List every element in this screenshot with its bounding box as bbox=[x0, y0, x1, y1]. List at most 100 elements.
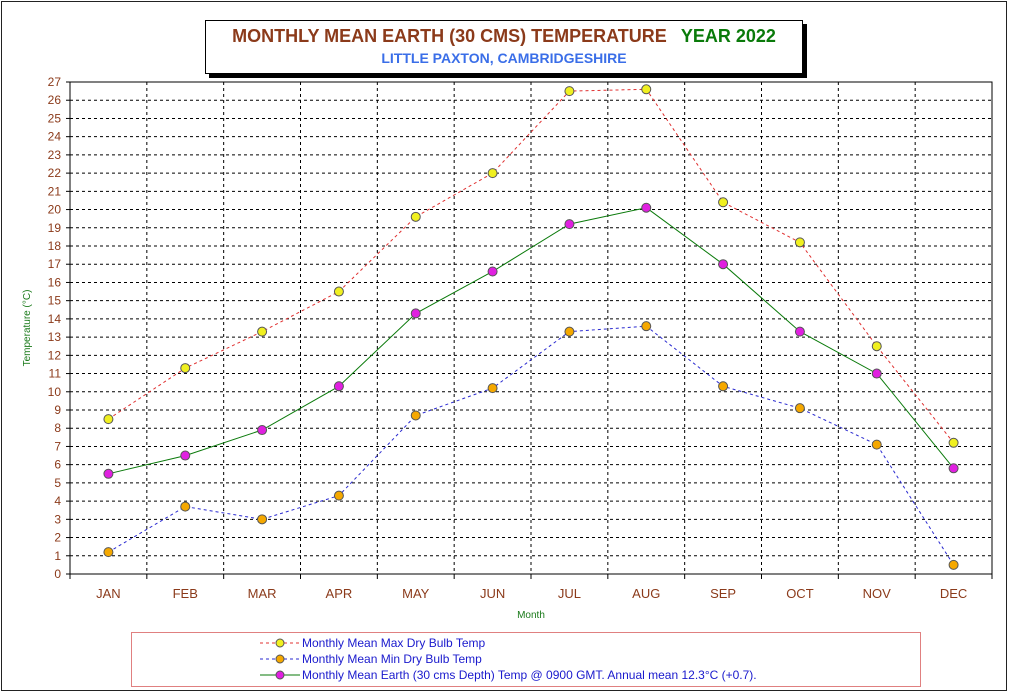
x-tick-label: JUL bbox=[558, 586, 581, 601]
data-point-2-0 bbox=[103, 468, 114, 479]
data-point-1-2 bbox=[257, 514, 268, 525]
y-tick-label: 23 bbox=[48, 148, 62, 162]
plot-frame bbox=[69, 81, 993, 575]
y-tick-label: 2 bbox=[54, 531, 61, 545]
y-tick-label: 24 bbox=[48, 130, 62, 144]
y-tick-label: 6 bbox=[54, 458, 61, 472]
data-point-1-8 bbox=[718, 381, 729, 392]
data-point-2-11 bbox=[948, 463, 959, 474]
data-point-2-4 bbox=[410, 308, 421, 319]
data-point-0-10 bbox=[871, 341, 882, 352]
x-tick-label: NOV bbox=[863, 586, 892, 601]
data-point-2-5 bbox=[487, 266, 498, 277]
data-point-2-7 bbox=[641, 202, 652, 213]
x-tick-label: JAN bbox=[96, 586, 121, 601]
data-point-1-11 bbox=[948, 559, 959, 570]
y-tick-label: 22 bbox=[48, 166, 62, 180]
x-tick-label: SEP bbox=[710, 586, 736, 601]
legend-symbol-min bbox=[260, 654, 300, 664]
y-tick-label: 10 bbox=[48, 385, 62, 399]
y-tick-label: 26 bbox=[48, 93, 62, 107]
data-point-0-6 bbox=[564, 86, 575, 97]
legend-symbol-earth bbox=[260, 670, 300, 680]
data-point-0-1 bbox=[180, 363, 191, 374]
legend-entry-max: Monthly Mean Max Dry Bulb Temp bbox=[132, 635, 912, 651]
y-tick-label: 5 bbox=[54, 476, 61, 490]
y-axis-label: Temperature (°C) bbox=[22, 290, 33, 367]
x-tick-label: AUG bbox=[632, 586, 660, 601]
title-year: YEAR 2022 bbox=[680, 26, 776, 46]
series-lines bbox=[108, 88, 955, 566]
x-axis-label: Month bbox=[517, 610, 545, 621]
y-tick-label: 18 bbox=[48, 239, 62, 253]
legend-label-earth: Monthly Mean Earth (30 cms Depth) Temp @… bbox=[302, 668, 757, 682]
y-tick-label: 4 bbox=[54, 494, 61, 508]
data-point-1-1 bbox=[180, 501, 191, 512]
series-line-1 bbox=[108, 325, 955, 566]
data-point-2-1 bbox=[180, 450, 191, 461]
x-tick-label: APR bbox=[326, 586, 353, 601]
data-point-1-0 bbox=[103, 547, 114, 558]
legend-entry-min: Monthly Mean Min Dry Bulb Temp bbox=[132, 651, 912, 667]
y-tick-label: 14 bbox=[48, 312, 62, 326]
series-line-2 bbox=[108, 207, 954, 475]
x-tick-label: OCT bbox=[786, 586, 814, 601]
data-point-1-9 bbox=[794, 403, 805, 414]
data-point-2-2 bbox=[257, 425, 268, 436]
y-axis-ticks: 0123456789101112131415161718192021222324… bbox=[48, 75, 70, 581]
y-tick-label: 19 bbox=[48, 221, 62, 235]
y-tick-label: 0 bbox=[54, 567, 61, 581]
y-tick-label: 21 bbox=[48, 184, 62, 198]
chart-title-box: MONTHLY MEAN EARTH (30 CMS) TEMPERATURE Y… bbox=[205, 20, 803, 74]
y-tick-label: 20 bbox=[48, 203, 62, 217]
chart-subtitle: LITTLE PAXTON, CAMBRIDGESHIRE bbox=[381, 50, 627, 66]
data-point-2-6 bbox=[564, 219, 575, 230]
x-tick-label: MAR bbox=[248, 586, 277, 601]
chart-title: MONTHLY MEAN EARTH (30 CMS) TEMPERATURE Y… bbox=[206, 26, 802, 47]
y-tick-label: 11 bbox=[49, 367, 62, 381]
y-tick-label: 9 bbox=[54, 403, 61, 417]
legend-label-max: Monthly Mean Max Dry Bulb Temp bbox=[302, 636, 486, 650]
y-tick-label: 8 bbox=[54, 421, 61, 435]
y-tick-label: 25 bbox=[48, 111, 62, 125]
data-point-0-11 bbox=[948, 437, 959, 448]
data-point-0-7 bbox=[641, 84, 652, 95]
grid bbox=[70, 82, 992, 574]
data-point-1-4 bbox=[410, 410, 421, 421]
title-text: MONTHLY MEAN EARTH (30 CMS) TEMPERATURE bbox=[232, 26, 667, 46]
data-point-0-4 bbox=[410, 211, 421, 222]
data-point-2-3 bbox=[333, 381, 344, 392]
y-tick-label: 16 bbox=[48, 275, 62, 289]
x-tick-label: FEB bbox=[173, 586, 198, 601]
data-point-1-6 bbox=[564, 326, 575, 337]
data-point-2-8 bbox=[718, 259, 729, 270]
data-point-1-10 bbox=[871, 439, 882, 450]
legend-entry-earth: Monthly Mean Earth (30 cms Depth) Temp @… bbox=[132, 667, 912, 683]
series-line-0 bbox=[108, 88, 954, 444]
x-axis-ticks: JAN FEB MAR APR MAY JUN JUL AUG SEP OCT NOV DEC bbox=[69, 574, 993, 601]
legend: Monthly Mean Max Dry Bulb Temp Monthly M… bbox=[131, 632, 921, 687]
data-point-2-9 bbox=[794, 326, 805, 337]
x-tick-label: DEC bbox=[940, 586, 967, 601]
data-point-0-0 bbox=[103, 414, 114, 425]
y-tick-label: 13 bbox=[48, 330, 62, 344]
y-tick-label: 27 bbox=[48, 75, 62, 89]
data-point-1-3 bbox=[333, 490, 344, 501]
y-tick-label: 12 bbox=[48, 348, 62, 362]
data-point-0-9 bbox=[794, 237, 805, 248]
x-tick-label: MAY bbox=[402, 586, 430, 601]
data-point-0-2 bbox=[257, 326, 268, 337]
legend-symbol-max bbox=[260, 638, 300, 648]
legend-label-min: Monthly Mean Min Dry Bulb Temp bbox=[302, 652, 482, 666]
y-tick-label: 17 bbox=[48, 257, 62, 271]
series-points bbox=[103, 84, 959, 570]
y-tick-label: 3 bbox=[54, 512, 61, 526]
y-tick-label: 1 bbox=[54, 549, 61, 563]
data-point-0-3 bbox=[333, 286, 344, 297]
y-tick-label: 15 bbox=[48, 294, 62, 308]
data-point-2-10 bbox=[871, 368, 882, 379]
y-tick-label: 7 bbox=[54, 439, 61, 453]
x-tick-label: JUN bbox=[480, 586, 505, 601]
